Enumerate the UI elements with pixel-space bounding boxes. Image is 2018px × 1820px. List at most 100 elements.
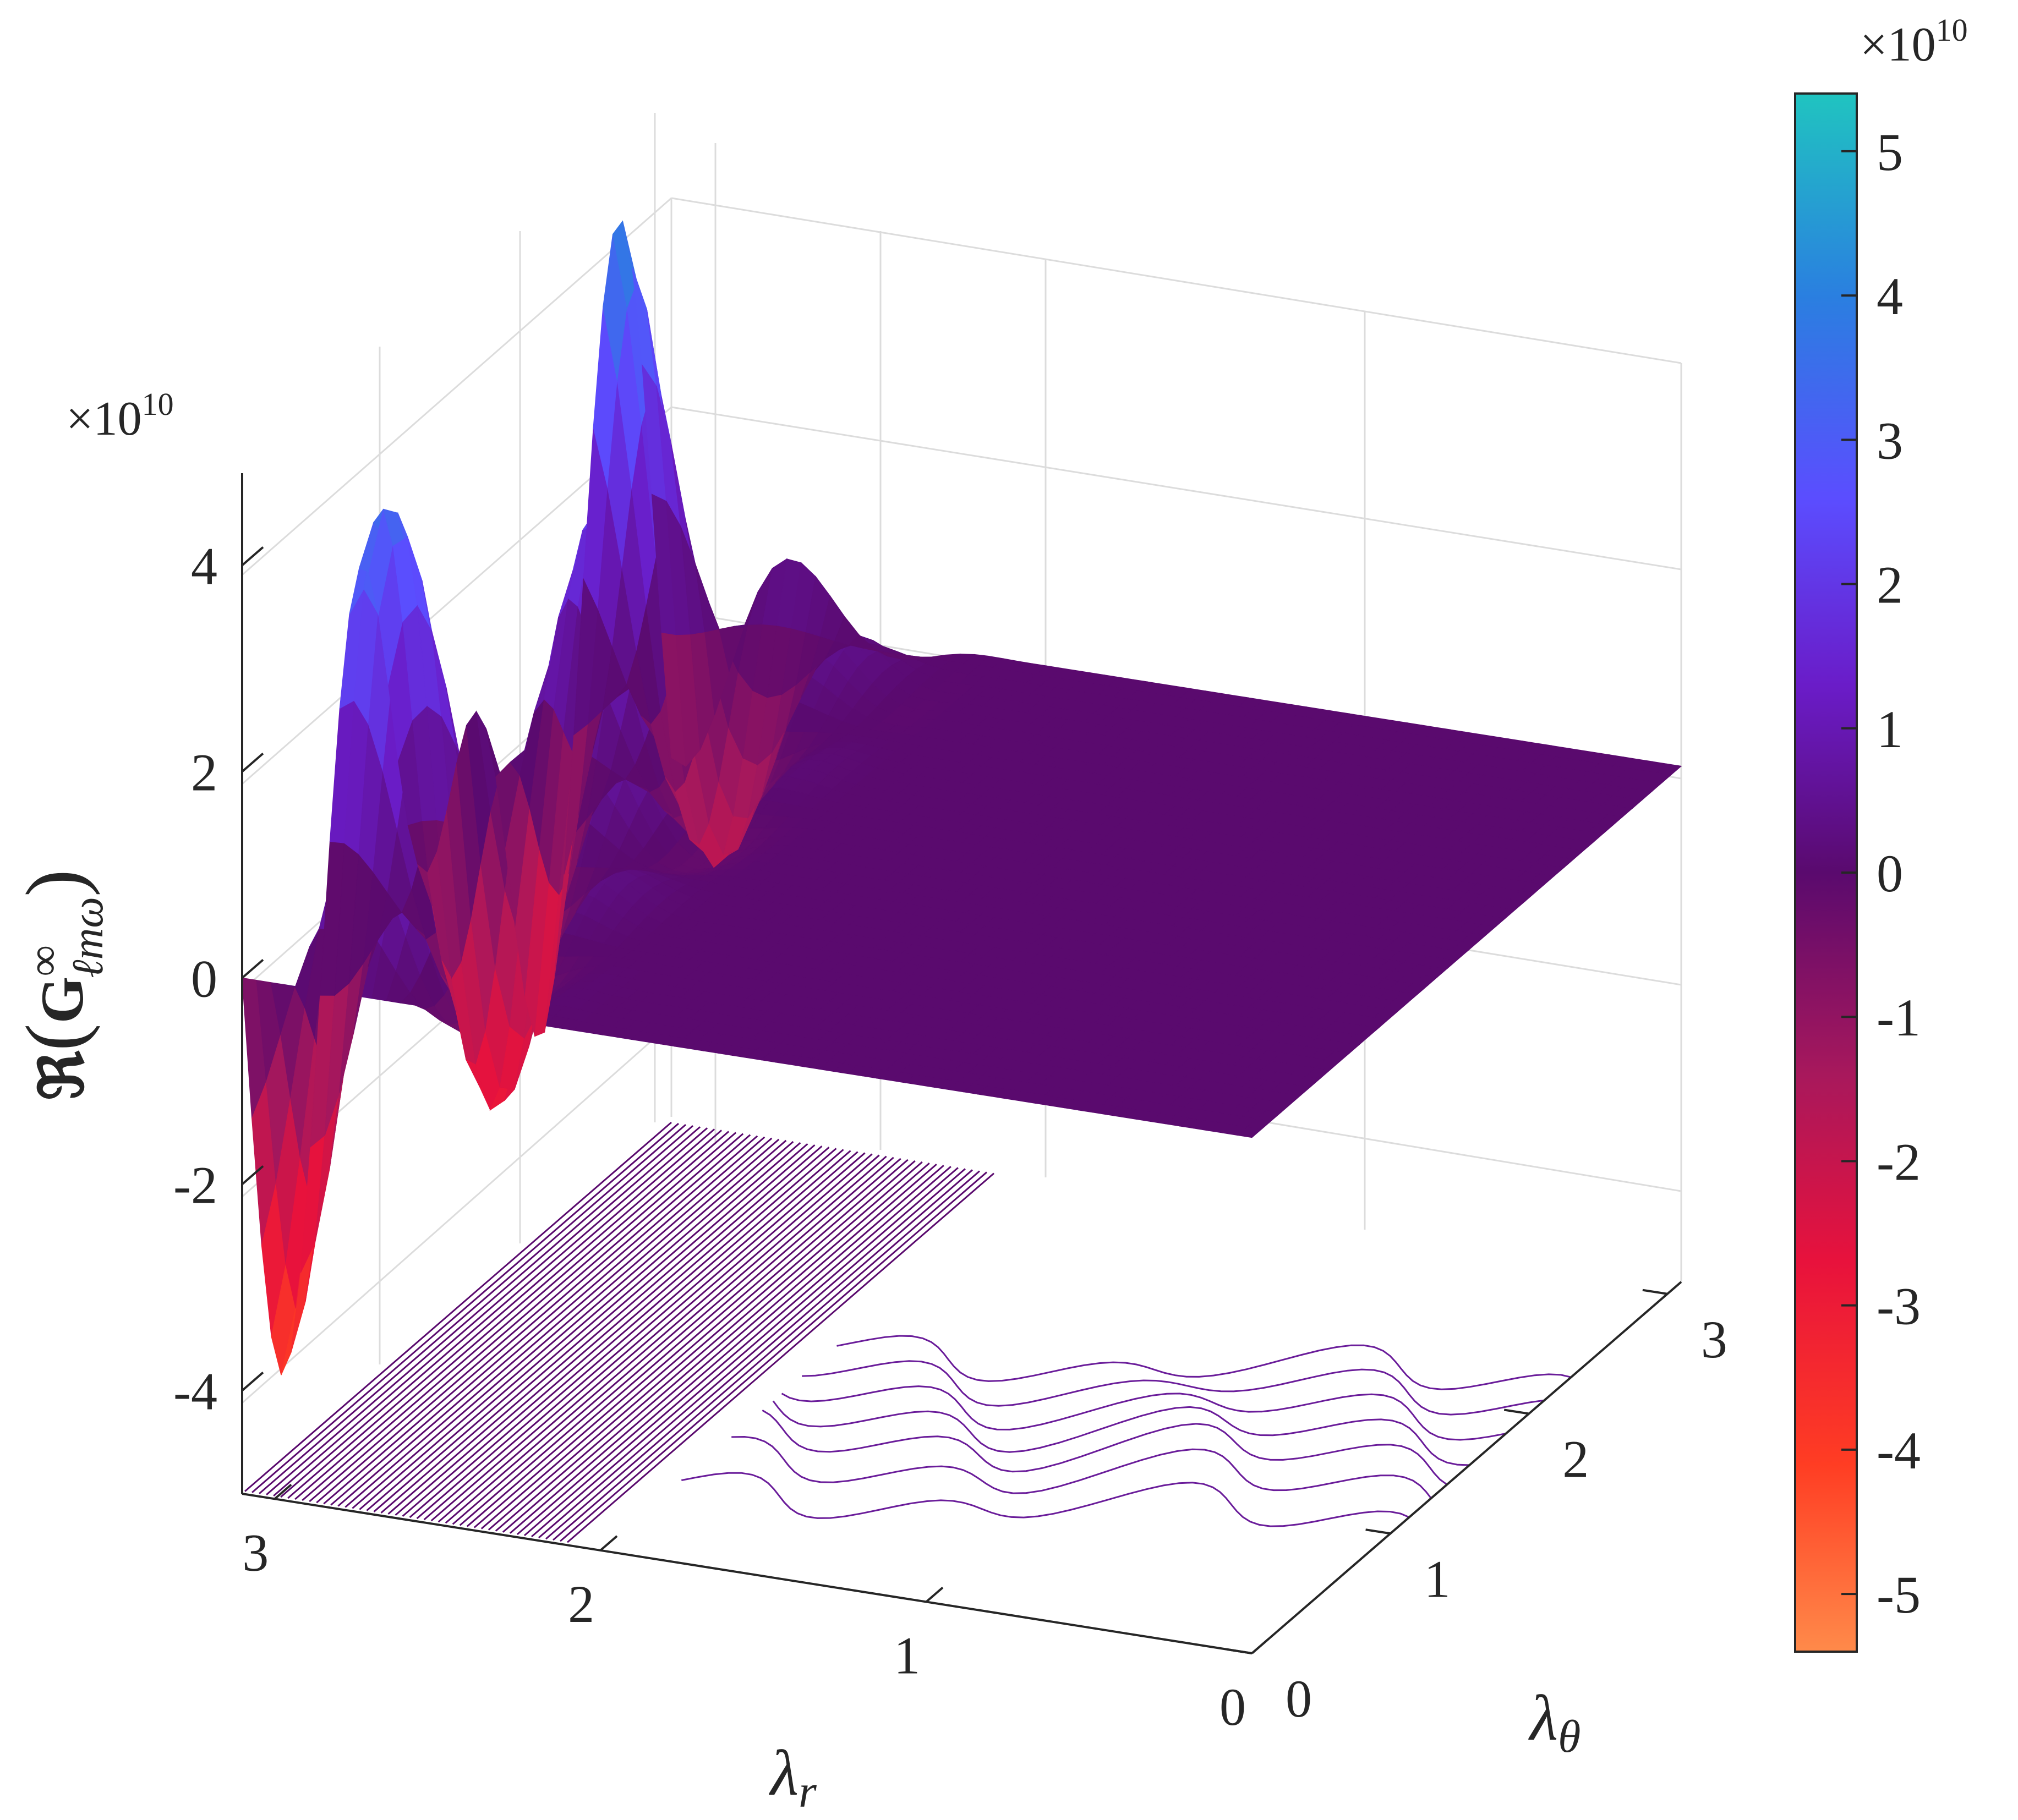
colorbar-tick-label: -1 bbox=[1877, 988, 1921, 1047]
contour-line bbox=[387, 1144, 816, 1515]
colorbar: 5 4 3 2 1 0 -1 -2 -3 -4 -5 ×1010 bbox=[1794, 12, 1968, 1653]
contour-line bbox=[244, 1121, 672, 1492]
z-tick-mark bbox=[241, 752, 264, 773]
y-ticks: 0 1 2 3 bbox=[1227, 1289, 1727, 1728]
colorbar-ticks: 5 4 3 2 1 0 -1 -2 -3 -4 -5 bbox=[1841, 123, 1921, 1624]
x-tick-label: 3 bbox=[242, 1523, 269, 1582]
contour-line bbox=[409, 1148, 837, 1519]
y-tick-mark bbox=[1227, 1648, 1253, 1654]
colorbar-tick-label: 4 bbox=[1877, 267, 1903, 326]
contour-line bbox=[259, 1123, 687, 1494]
x-axis-label: λr bbox=[769, 1737, 817, 1817]
contour-line bbox=[437, 1152, 866, 1523]
y-tick-label: 3 bbox=[1701, 1310, 1727, 1369]
x-tick-mark bbox=[925, 1586, 944, 1603]
contour-line bbox=[337, 1136, 765, 1507]
contour-line bbox=[836, 1335, 1572, 1390]
contour-line bbox=[502, 1162, 930, 1533]
contour-line bbox=[330, 1135, 758, 1506]
y-axis-line bbox=[1251, 1281, 1682, 1654]
contour-line bbox=[280, 1127, 708, 1498]
z-ticks: -4 -2 0 2 4 bbox=[173, 537, 264, 1421]
contour-line bbox=[681, 1472, 1410, 1527]
colorbar-tick-label: 0 bbox=[1877, 844, 1903, 903]
y-tick-label: 1 bbox=[1424, 1549, 1451, 1608]
contour-line bbox=[373, 1142, 801, 1512]
x-ticks: 0 1 2 3 bbox=[242, 1483, 1270, 1736]
contour-line bbox=[473, 1158, 901, 1528]
x-tick-label: 0 bbox=[1219, 1678, 1246, 1736]
z-tick-label: 2 bbox=[191, 743, 217, 802]
contour-line bbox=[781, 1385, 1506, 1441]
y-tick-mark bbox=[1503, 1408, 1529, 1415]
contour-line bbox=[772, 1400, 1470, 1466]
contour-line bbox=[509, 1164, 937, 1534]
contour-line bbox=[545, 1169, 973, 1540]
x-tick-mark bbox=[599, 1535, 618, 1552]
contour-line bbox=[294, 1130, 723, 1500]
contour-line bbox=[445, 1153, 873, 1524]
contour-line bbox=[359, 1139, 787, 1510]
contour-line bbox=[495, 1161, 923, 1532]
z-tick-label: 4 bbox=[191, 537, 217, 596]
contour-line bbox=[731, 1435, 1432, 1499]
contour-line bbox=[762, 1410, 1448, 1485]
contour-line bbox=[452, 1154, 880, 1525]
contour-line bbox=[323, 1134, 751, 1505]
y-axis-label: λθ bbox=[1528, 1682, 1581, 1762]
contour-line bbox=[516, 1165, 944, 1535]
x-tick-mark bbox=[274, 1483, 292, 1500]
axes bbox=[241, 473, 1682, 1654]
colorbar-tick-label: -2 bbox=[1877, 1132, 1921, 1191]
contour-line bbox=[316, 1133, 744, 1504]
z-tick-mark bbox=[241, 1165, 264, 1186]
colorbar-tick-label: -5 bbox=[1877, 1565, 1921, 1624]
contour-line bbox=[416, 1149, 844, 1520]
contour-line bbox=[466, 1156, 894, 1527]
z-tick-label: 0 bbox=[191, 950, 217, 1008]
contour-line bbox=[567, 1172, 994, 1543]
contour-line bbox=[459, 1155, 887, 1526]
contour-line bbox=[380, 1143, 808, 1514]
contour-line bbox=[352, 1138, 780, 1509]
z-tick-label: -2 bbox=[173, 1156, 217, 1215]
contour-line bbox=[344, 1137, 773, 1508]
contour-line bbox=[531, 1167, 959, 1538]
contour-line bbox=[538, 1168, 966, 1539]
colorbar-tick-label: 1 bbox=[1877, 700, 1903, 759]
colorbar-tick-label: 3 bbox=[1877, 411, 1903, 470]
z-tick-label: -4 bbox=[173, 1362, 217, 1421]
contour-line bbox=[395, 1145, 823, 1516]
z-tick-mark bbox=[241, 958, 264, 979]
z-tick-mark bbox=[241, 546, 264, 567]
contour-line bbox=[553, 1170, 980, 1541]
contour-line bbox=[523, 1166, 951, 1537]
contour-line bbox=[480, 1159, 909, 1530]
colorbar-tick-label: -4 bbox=[1877, 1421, 1921, 1480]
z-exponent: ×1010 bbox=[66, 386, 174, 446]
z-axis-label: ℜ(G∞ℓmω) bbox=[9, 869, 112, 1100]
contour-line bbox=[402, 1147, 830, 1517]
contour-line bbox=[273, 1126, 701, 1497]
colorbar-exponent: ×1010 bbox=[1860, 12, 1968, 72]
y-tick-mark bbox=[1642, 1289, 1668, 1295]
contour-line bbox=[309, 1132, 737, 1503]
contour-line bbox=[366, 1141, 794, 1511]
contour-line bbox=[802, 1360, 1545, 1416]
colorbar-tick-label: 5 bbox=[1877, 123, 1903, 182]
y-tick-label: 0 bbox=[1286, 1669, 1312, 1728]
contour-line bbox=[266, 1125, 694, 1495]
y-tick-label: 2 bbox=[1562, 1430, 1589, 1489]
z-tick-mark bbox=[241, 1371, 264, 1392]
contour-line bbox=[430, 1151, 858, 1522]
contour-line bbox=[560, 1171, 987, 1542]
x-tick-mark bbox=[1251, 1638, 1270, 1654]
x-tick-label: 1 bbox=[894, 1626, 920, 1685]
surface bbox=[242, 220, 1682, 1375]
colorbar-tick-label: -3 bbox=[1877, 1277, 1921, 1336]
surface-patch bbox=[1656, 763, 1682, 775]
x-tick-label: 2 bbox=[568, 1575, 594, 1633]
y-tick-mark bbox=[1365, 1528, 1391, 1535]
contour-line bbox=[251, 1122, 680, 1493]
